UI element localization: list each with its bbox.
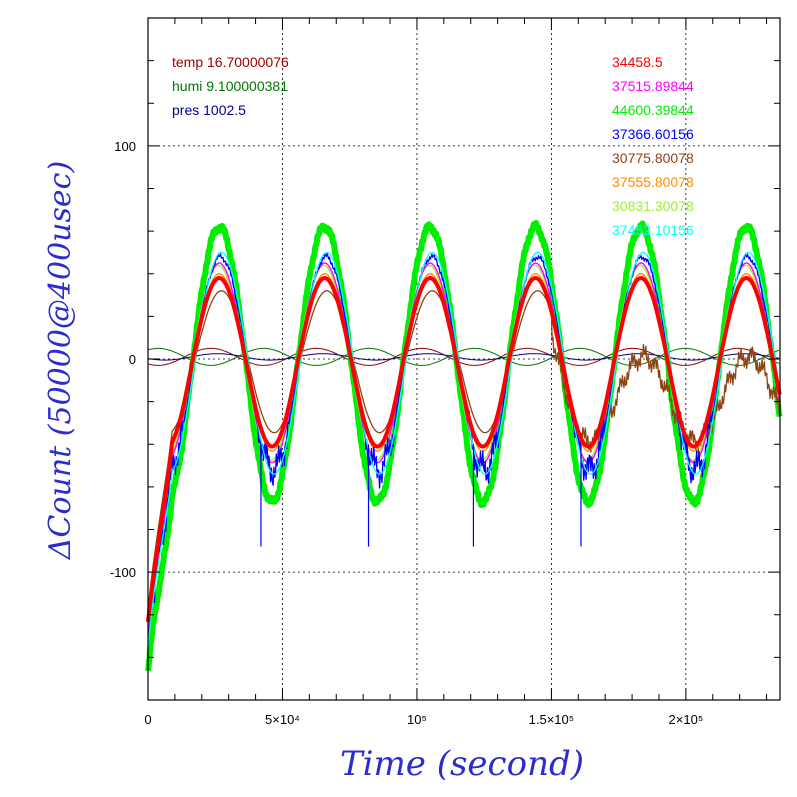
environment-labels: temp 16.70000076 humi 9.100000381 pres 100…	[172, 54, 289, 118]
axis-ticks: 0 5×10⁴ 10⁵ 1.5×10⁵ 2×10⁵ 100 0 -100	[110, 18, 780, 727]
y-tick-label: 0	[129, 352, 136, 367]
x-tick-label: 5×10⁴	[265, 712, 300, 727]
x-tick-label: 10⁵	[407, 712, 427, 727]
y-tick-label: -100	[110, 565, 136, 580]
series-line-8	[147, 251, 781, 647]
env-label-pres: pres 1002.5	[172, 102, 246, 118]
series-line-5	[147, 290, 781, 610]
y-axis-title: ΔCount (50000@400usec)	[43, 161, 78, 560]
legend-entry: 34458.5	[612, 54, 663, 70]
x-axis-title: Time (second)	[340, 744, 584, 784]
legend-entry: 30831.30078	[612, 198, 694, 214]
series-line-1	[146, 276, 782, 623]
legend-entry: 30775.80078	[612, 150, 694, 166]
env-label-temp: temp 16.70000076	[172, 54, 289, 70]
x-tick-label: 2×10⁵	[669, 712, 704, 727]
x-tick-label: 0	[144, 712, 151, 727]
legend-entry: 37366.60156	[612, 126, 694, 142]
legend-entry: 37555.80078	[612, 174, 694, 190]
env-label-humi: humi 9.100000381	[172, 78, 288, 94]
x-tick-label: 1.5×10⁵	[529, 712, 575, 727]
series-legend: 34458.5 37515.89844 44600.39844 37366.60156…	[612, 54, 694, 238]
legend-entry: 44600.39844	[612, 102, 694, 118]
series-lines	[145, 220, 783, 672]
y-tick-label: 100	[114, 139, 136, 154]
legend-entry: 37515.89844	[612, 78, 694, 94]
env-trace-humi	[147, 347, 780, 366]
env-trace-temp	[147, 347, 780, 366]
legend-entry: 37452.10156	[612, 222, 694, 238]
env-trace-pres	[147, 353, 779, 361]
